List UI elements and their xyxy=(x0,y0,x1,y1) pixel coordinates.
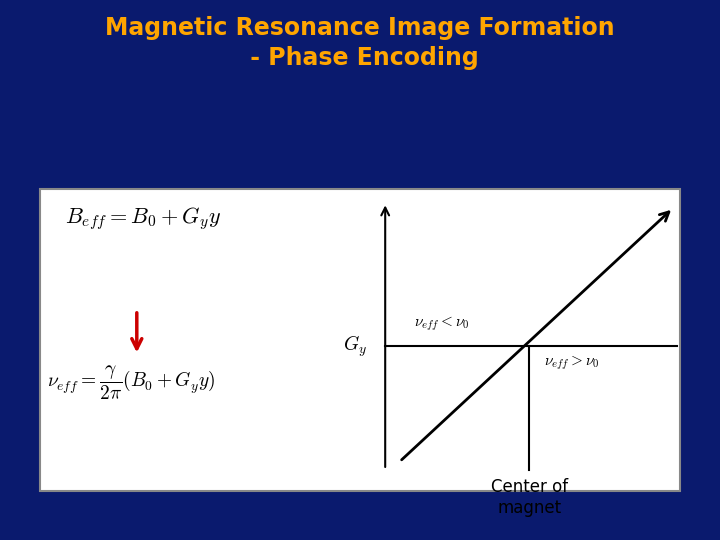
Text: $B_{eff} = B_0 + G_y y$: $B_{eff} = B_0 + G_y y$ xyxy=(65,205,221,232)
Text: Magnetic Resonance Image Formation
 - Phase Encoding: Magnetic Resonance Image Formation - Pha… xyxy=(105,16,615,70)
Text: $\nu_{eff} = \dfrac{\gamma}{2\pi}(B_0 + G_y y)$: $\nu_{eff} = \dfrac{\gamma}{2\pi}(B_0 + … xyxy=(47,364,215,402)
Text: $G_y$: $G_y$ xyxy=(343,334,367,359)
Text: $\nu_{eff} < \nu_0$: $\nu_{eff} < \nu_0$ xyxy=(414,314,469,333)
Text: Center of
magnet: Center of magnet xyxy=(490,478,568,517)
Text: $\nu_{eff} > \nu_0$: $\nu_{eff} > \nu_0$ xyxy=(544,354,599,372)
FancyBboxPatch shape xyxy=(40,189,680,491)
